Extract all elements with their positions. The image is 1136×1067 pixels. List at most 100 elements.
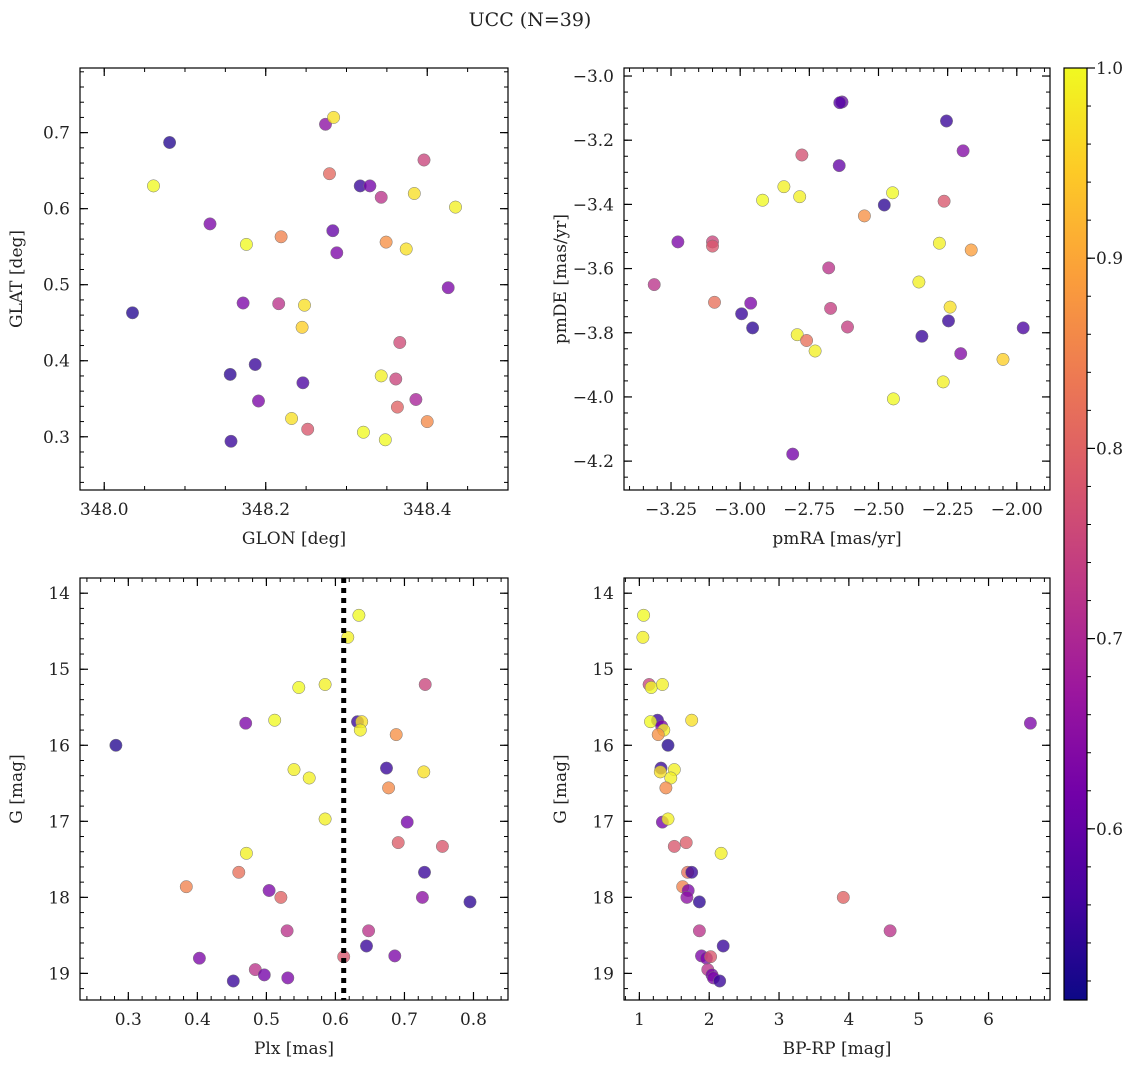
y-tick-label: 17 — [48, 812, 70, 832]
x-tick-label: 0.6 — [322, 1010, 349, 1030]
y-tick-label: 15 — [48, 660, 70, 680]
scatter-point — [378, 433, 392, 447]
scatter-point — [636, 630, 650, 644]
x-axis-label: pmRA [mas/yr] — [772, 529, 901, 549]
scatter-point — [744, 296, 758, 310]
scatter-point — [435, 839, 449, 853]
scatter-point — [886, 392, 900, 406]
y-axis-label: pmDE [mas/yr] — [551, 214, 571, 344]
plot-frame — [623, 67, 1051, 491]
scatter-point — [147, 179, 160, 193]
scatter-point — [937, 194, 951, 208]
y-tick-label: 15 — [592, 660, 614, 680]
scatter-point — [932, 236, 946, 250]
colorbar-tick-label: 0.9 — [1096, 249, 1123, 269]
figure-title: UCC (N=39) — [469, 9, 592, 31]
scatter-point — [274, 230, 288, 244]
scatter-point — [1023, 716, 1037, 730]
scatter-point — [883, 924, 897, 938]
scatter-point — [268, 713, 282, 727]
scatter-point — [326, 224, 340, 238]
scatter-point — [793, 190, 807, 204]
scatter-point — [415, 890, 429, 904]
x-tick-label: 0.4 — [184, 1010, 211, 1030]
scatter-point — [841, 320, 854, 334]
scatter-point — [449, 200, 462, 214]
scatter-point — [704, 950, 718, 964]
scatter-point — [915, 329, 929, 343]
y-tick-label: 0.4 — [43, 352, 70, 372]
scatter-point — [685, 865, 699, 879]
scatter-point — [360, 939, 373, 953]
y-tick-label: 18 — [48, 888, 70, 908]
scatter-point — [390, 400, 404, 414]
plot-frame — [623, 577, 1051, 1001]
scatter-point — [936, 375, 950, 389]
scatter-point — [109, 738, 123, 752]
scatter-point — [380, 761, 393, 775]
scatter-point — [659, 781, 673, 795]
y-tick-label: −3.4 — [573, 195, 614, 215]
scatter-point — [295, 320, 309, 334]
scatter-point — [388, 949, 402, 963]
y-tick-label: −3.8 — [573, 324, 614, 344]
scatter-point — [274, 890, 288, 904]
x-tick-label: 5 — [913, 1010, 924, 1030]
scatter-point — [647, 278, 661, 292]
scatter-point — [667, 839, 681, 853]
scatter-point — [651, 728, 665, 742]
scatter-point — [964, 243, 978, 257]
scatter-point — [877, 198, 891, 212]
y-tick-label: 0.6 — [43, 200, 70, 220]
scatter-point — [224, 434, 238, 448]
scatter-point — [400, 815, 414, 829]
y-tick-label: 16 — [48, 736, 70, 756]
y-tick-label: 19 — [48, 964, 70, 984]
scatter-point — [391, 836, 405, 850]
scatter-point — [713, 974, 727, 988]
scatter-point — [353, 723, 367, 737]
colorbar-tick-label: 0.6 — [1096, 820, 1123, 840]
scatter-point — [232, 865, 246, 879]
x-tick-label: 4 — [843, 1010, 854, 1030]
scatter-point — [644, 715, 657, 729]
plot-frame — [79, 577, 509, 1001]
scatter-point — [236, 296, 250, 310]
x-tick-label: −2.25 — [922, 500, 974, 520]
scatter-point — [318, 678, 332, 691]
y-axis-label: G [mag] — [7, 754, 27, 823]
scatter-point — [356, 425, 370, 439]
scatter-point — [671, 235, 685, 249]
scatter-point — [790, 328, 804, 342]
scatter-point — [223, 367, 237, 381]
scatter-point — [362, 924, 376, 938]
scatter-point — [679, 836, 693, 850]
scatter-point — [886, 186, 900, 200]
scatter-point — [996, 352, 1010, 366]
colorbar-tick-label: 0.8 — [1096, 439, 1123, 459]
colorbar-gradient — [1063, 67, 1088, 1001]
scatter-point — [382, 781, 396, 795]
x-tick-label: 1 — [634, 1010, 645, 1030]
colorbar: 0.6 0.7 0.8 0.9 1.0 — [1063, 59, 1123, 1001]
y-tick-label: −3.6 — [573, 260, 614, 280]
scatter-point — [692, 895, 706, 909]
plot-frame — [79, 67, 509, 491]
scatter-point — [808, 344, 822, 358]
y-tick-label: 17 — [592, 812, 614, 832]
x-tick-label: −2.75 — [783, 500, 835, 520]
scatter-point — [399, 242, 413, 256]
y-axis-label: G [mag] — [551, 754, 571, 823]
x-tick-label: 2 — [704, 1010, 715, 1030]
panel-3: 0.3 0.4 0.5 0.6 0.7 0.8 14 15 16 17 18 19 Plx [mas] G… — [7, 577, 509, 1059]
panels: 348.0 348.2 348.4 0.3 0.4 0.5 0.6 0.7 GLON [deg]… — [7, 67, 1051, 1059]
scatter-point — [226, 974, 240, 988]
scatter-point — [374, 369, 388, 383]
scatter-point — [857, 209, 871, 223]
colorbar-tick-label: 1.0 — [1096, 59, 1123, 79]
scatter-point — [409, 393, 423, 406]
scatter-point — [441, 281, 455, 295]
scatter-point — [179, 880, 193, 894]
x-tick-label: 0.7 — [391, 1010, 418, 1030]
x-axis-label: Plx [mas] — [254, 1039, 334, 1059]
